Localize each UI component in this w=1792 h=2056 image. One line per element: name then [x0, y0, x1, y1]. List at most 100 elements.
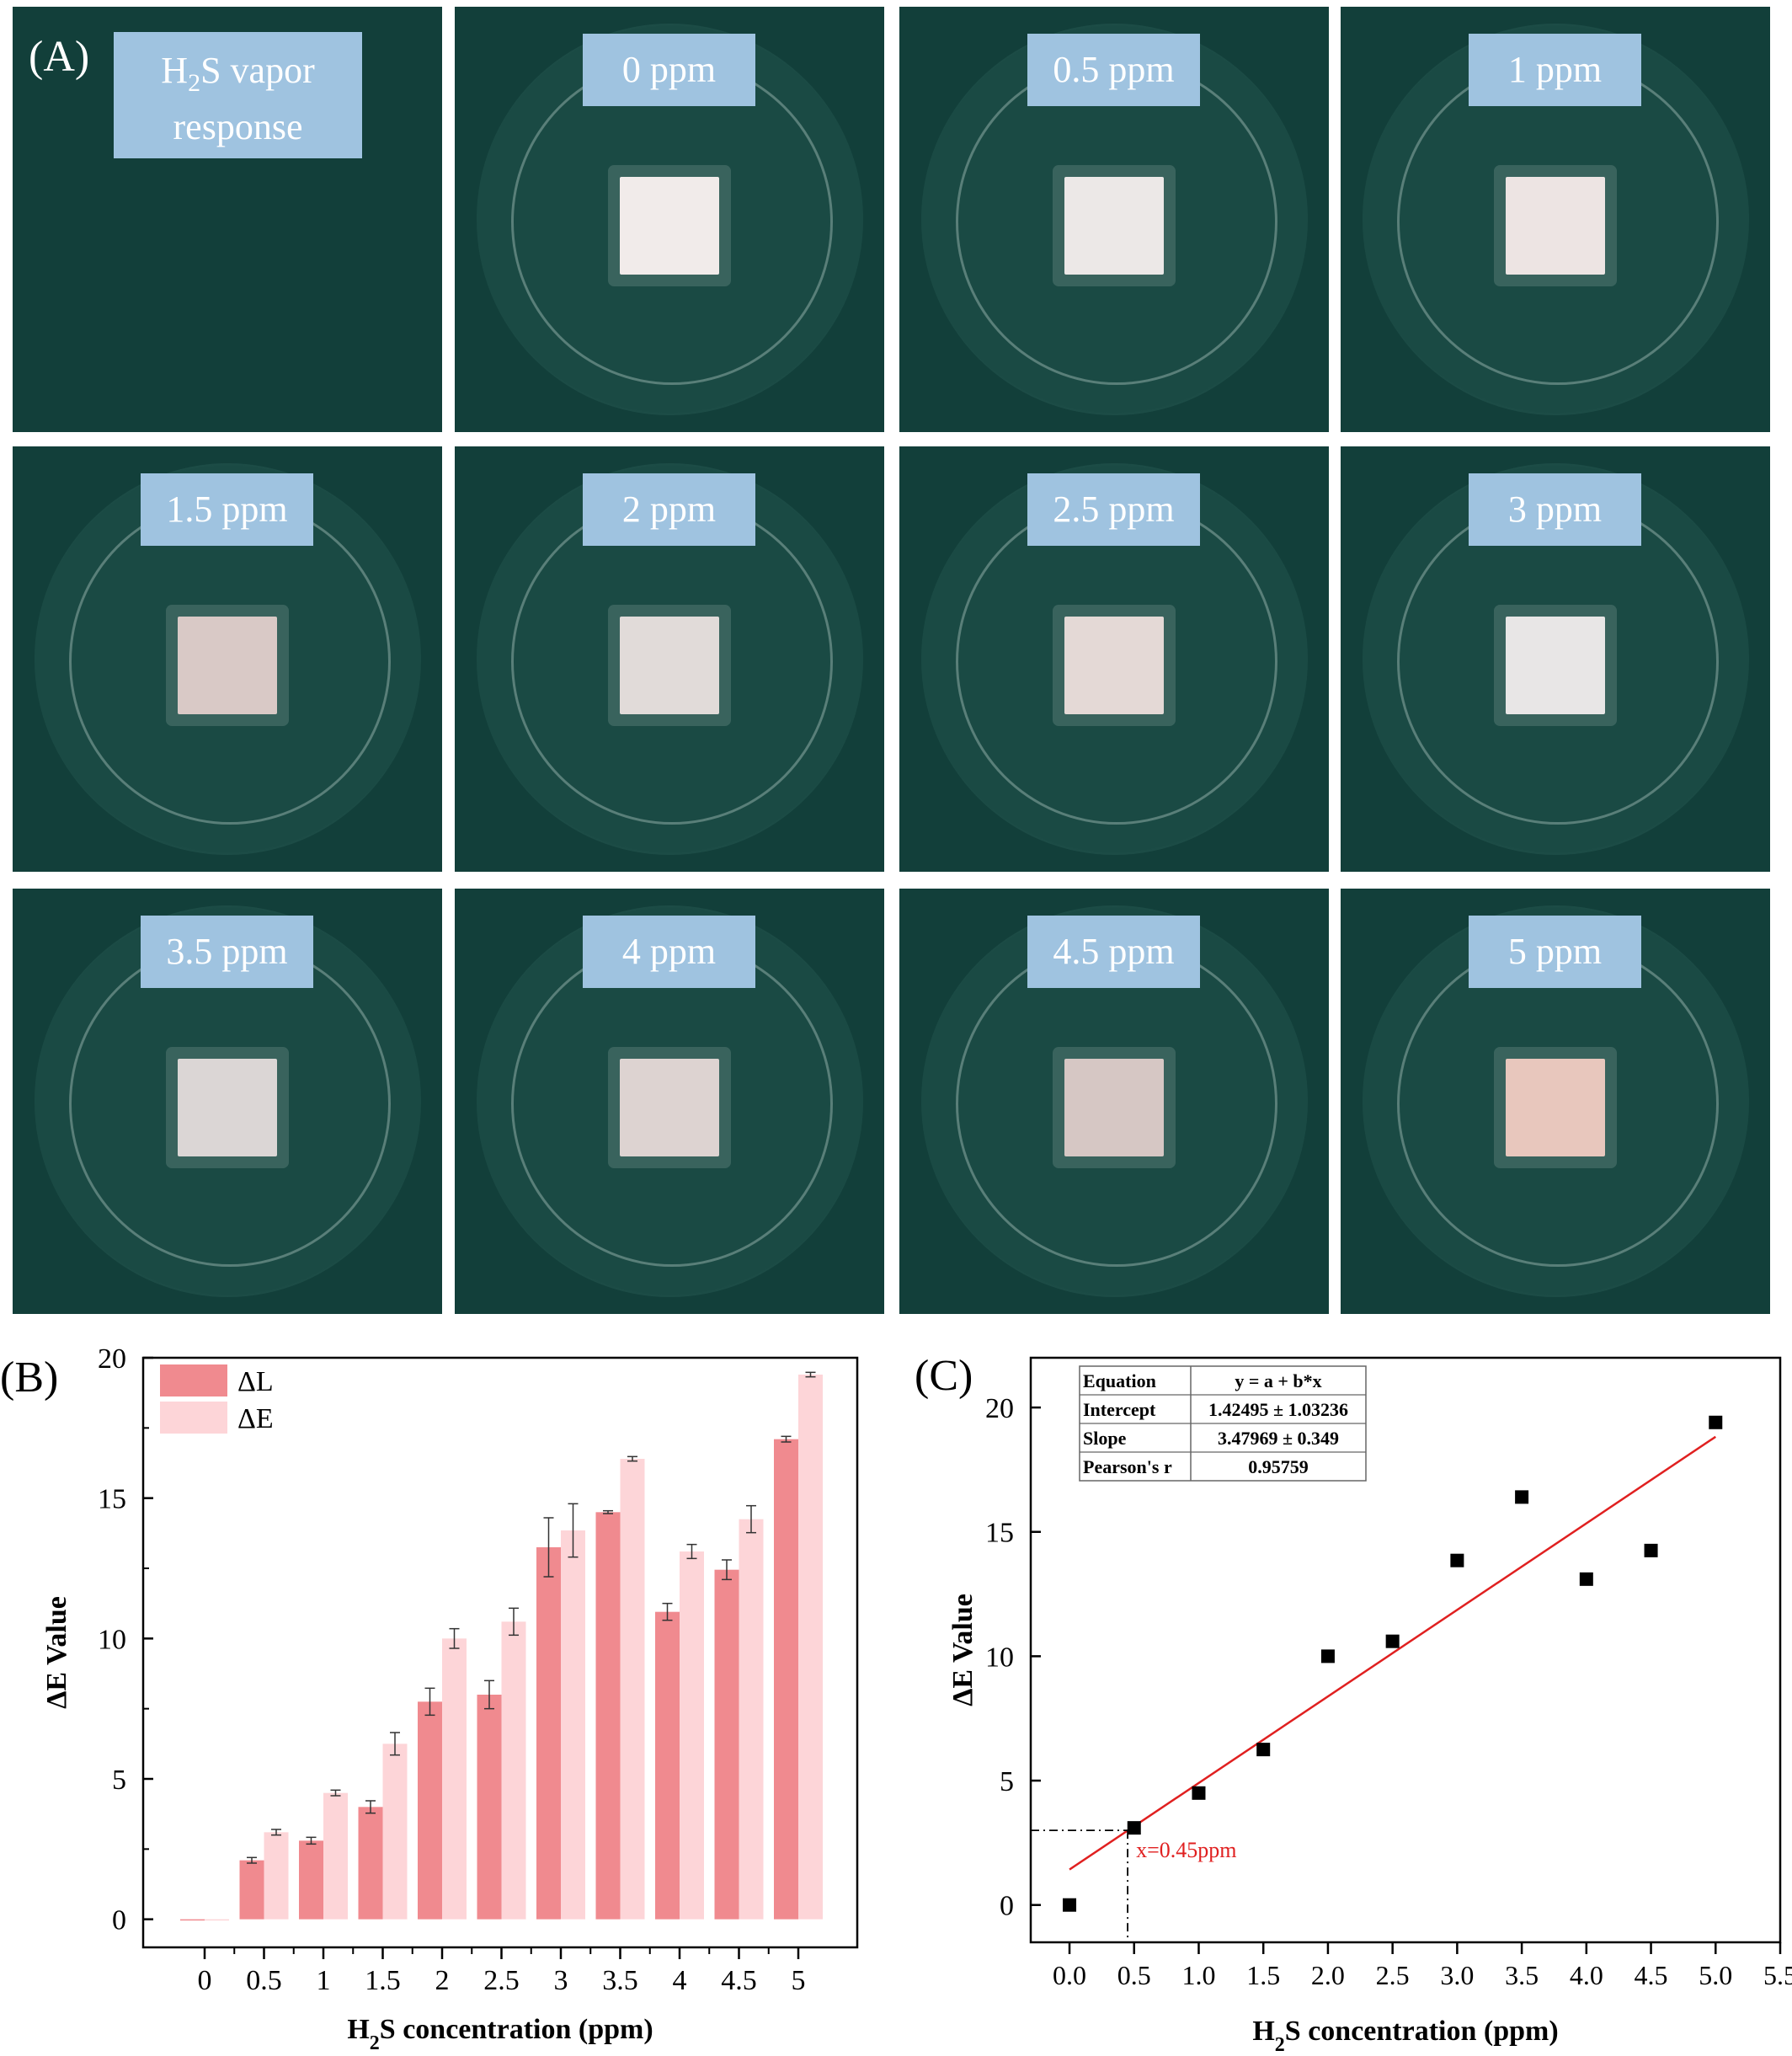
- y-tick-label: 5: [112, 1765, 126, 1796]
- bar: [477, 1695, 502, 1920]
- y-tick-label: 5: [1000, 1766, 1014, 1797]
- x-tick-label: 1: [317, 1965, 331, 1996]
- bar: [595, 1512, 621, 1920]
- plot-frame: [141, 1356, 859, 1949]
- title-tile: H2S vapor response: [13, 7, 442, 432]
- concentration-label: 4.5 ppm: [1027, 916, 1200, 988]
- data-point: [1256, 1743, 1271, 1757]
- bar: [299, 1840, 323, 1920]
- sensor-paper: [1064, 1059, 1164, 1157]
- sensor-paper: [1064, 617, 1164, 715]
- y-tick-label: 0: [1000, 1891, 1014, 1922]
- data-point: [1644, 1543, 1658, 1557]
- sensor-paper: [1506, 177, 1605, 275]
- x-tick-label: 3.5: [602, 1965, 638, 1996]
- x-tick-label: 1.5: [1246, 1960, 1280, 1990]
- data-point: [1515, 1490, 1529, 1504]
- stats-table-value: y = a + b*x: [1235, 1370, 1321, 1391]
- detection-limit-label: x=0.45ppm: [1136, 1838, 1236, 1862]
- fit-line: [1069, 1435, 1716, 1871]
- x-tick-label: 3.0: [1440, 1960, 1474, 1990]
- concentration-label: 2 ppm: [583, 473, 755, 546]
- concentration-label: 3 ppm: [1469, 473, 1641, 546]
- x-tick-label: 4: [673, 1965, 687, 1996]
- photo-tile: 4 ppm: [455, 889, 884, 1314]
- x-tick-label: 0.0: [1053, 1960, 1086, 1990]
- photo-tile: 0 ppm: [455, 7, 884, 432]
- x-tick-label: 0.5: [1117, 1960, 1151, 1990]
- stats-table-key: Intercept: [1083, 1399, 1156, 1420]
- bar: [536, 1547, 561, 1920]
- plot-frame: [1029, 1356, 1782, 1944]
- x-tick-label: 5.0: [1699, 1960, 1732, 1990]
- sensor-paper: [1064, 177, 1164, 275]
- bar: [205, 1919, 229, 1921]
- x-tick-label: 2.5: [1376, 1960, 1410, 1990]
- y-tick-label: 20: [985, 1393, 1014, 1424]
- bar: [323, 1792, 348, 1920]
- legend-swatch: [160, 1364, 227, 1396]
- y-tick-label: 10: [98, 1624, 126, 1655]
- x-tick-label: 3: [554, 1965, 568, 1996]
- stats-table-value: 1.42495 ± 1.03236: [1208, 1399, 1348, 1420]
- legend-label: ΔE: [237, 1403, 274, 1434]
- x-tick-label: 2.0: [1311, 1960, 1345, 1990]
- x-axis-label: H2S concentration (ppm): [347, 2014, 653, 2054]
- photo-grid: H2S vapor response (A) 0 ppm 0.5 ppm 1 ppm…: [13, 7, 1770, 1314]
- y-axis-label: ΔE Value: [41, 1596, 72, 1709]
- photo-tile: 3 ppm: [1341, 446, 1770, 872]
- x-tick-label: 5.5: [1763, 1960, 1792, 1990]
- scatter-chart: (C) 0 5 10 15 20 0.0 0.5 1.0 1.5 2.0 2.5 3.0 3.5 4.0 4.…: [915, 1352, 1792, 2055]
- x-tick-label: 3.5: [1505, 1960, 1539, 1990]
- concentration-label: 0 ppm: [583, 34, 755, 106]
- bar: [264, 1832, 289, 1920]
- photo-tile: 3.5 ppm: [13, 889, 442, 1314]
- x-tick-label: 1.5: [365, 1965, 401, 1996]
- bar: [239, 1860, 264, 1920]
- data-point: [1063, 1898, 1077, 1912]
- panel-c-letter: (C): [915, 1352, 973, 1400]
- bar: [739, 1519, 764, 1920]
- bar: [180, 1919, 205, 1921]
- sensor-paper: [178, 1059, 277, 1157]
- x-tick-label: 1.0: [1181, 1960, 1215, 1990]
- concentration-label: 2.5 ppm: [1027, 473, 1200, 546]
- concentration-label: 1 ppm: [1469, 34, 1641, 106]
- bar: [561, 1530, 585, 1920]
- photo-tile: 2.5 ppm: [899, 446, 1329, 872]
- bar-chart: (B) 0 5 10 15 20 0 0.5 1 1.5 2 2.5 3 3.5 4 4.5 5 ΔL ΔE ΔE V…: [0, 1343, 859, 2054]
- concentration-label: 5 ppm: [1469, 916, 1641, 988]
- sensor-paper: [1506, 617, 1605, 715]
- bar: [620, 1459, 645, 1920]
- data-point: [1709, 1415, 1723, 1429]
- bar: [501, 1621, 526, 1920]
- stats-table-value: 0.95759: [1248, 1456, 1309, 1477]
- bar: [655, 1611, 680, 1920]
- bar: [358, 1807, 383, 1920]
- bar: [442, 1638, 467, 1920]
- legend-label: ΔL: [237, 1366, 274, 1397]
- sensor-paper: [620, 1059, 719, 1157]
- bar: [680, 1551, 704, 1920]
- y-tick-label: 20: [98, 1343, 126, 1375]
- photo-tile: 5 ppm: [1341, 889, 1770, 1314]
- y-tick-label: 15: [98, 1484, 126, 1515]
- sensor-paper: [620, 177, 719, 275]
- panel-b-letter: (B): [0, 1354, 58, 1402]
- x-axis-label: H2S concentration (ppm): [1252, 2016, 1558, 2055]
- y-tick-label: 10: [985, 1642, 1014, 1673]
- data-point: [1450, 1553, 1464, 1567]
- x-tick-label: 5: [792, 1965, 806, 1996]
- panel-a-letter: (A): [29, 33, 90, 81]
- sensor-paper: [1506, 1059, 1605, 1157]
- sensor-paper: [620, 617, 719, 715]
- x-tick-label: 2: [435, 1965, 450, 1996]
- stats-table-key: Pearson's r: [1083, 1456, 1172, 1477]
- h2s-vapor-response-label: H2S vapor response: [114, 32, 362, 158]
- x-tick-label: 4.5: [1635, 1960, 1668, 1990]
- data-point: [1127, 1821, 1141, 1835]
- data-point: [1192, 1786, 1206, 1800]
- photo-tile: 4.5 ppm: [899, 889, 1329, 1314]
- photo-tile: 2 ppm: [455, 446, 884, 872]
- sensor-paper: [178, 617, 277, 715]
